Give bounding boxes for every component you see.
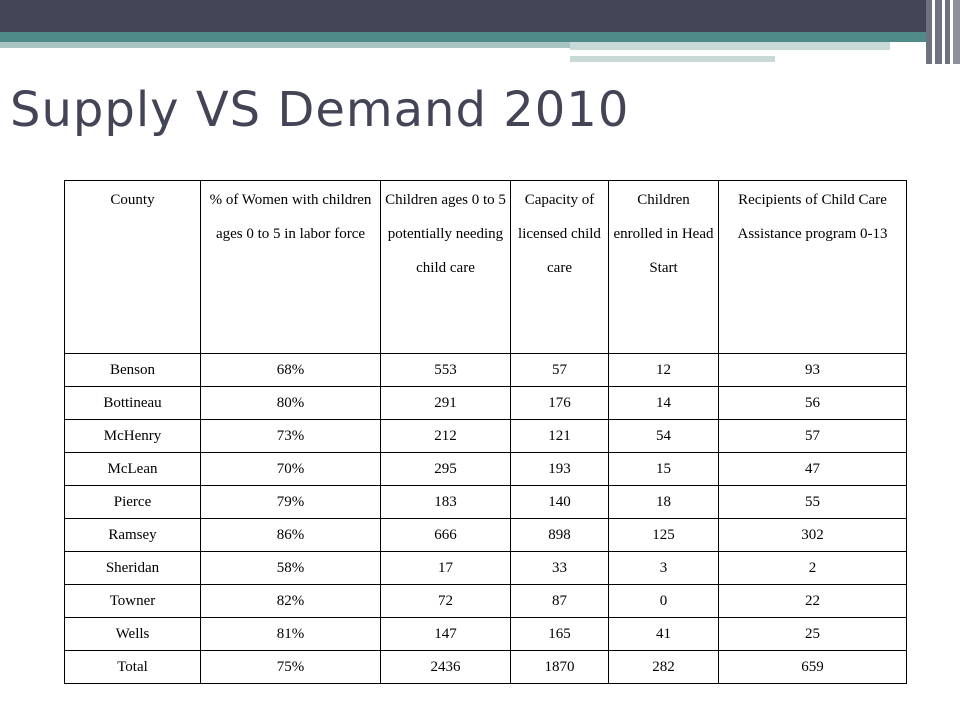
cell-capacity: 57 xyxy=(510,353,609,387)
cell-capacity: 87 xyxy=(510,584,609,618)
cell-women-pct: 79% xyxy=(200,485,381,519)
cell-children-needing: 183 xyxy=(380,485,511,519)
cell-county: McLean xyxy=(64,452,201,486)
cell-head-start: 3 xyxy=(608,551,719,585)
table-row: Pierce 79% 183 140 18 55 xyxy=(64,485,907,519)
header-licensed-capacity: Capacity of licensed child care xyxy=(510,180,609,354)
header-stripes xyxy=(926,0,960,64)
cell-capacity: 193 xyxy=(510,452,609,486)
cell-children-needing: 17 xyxy=(380,551,511,585)
cell-ccap: 25 xyxy=(718,617,907,651)
cell-ccap: 2 xyxy=(718,551,907,585)
header-county: County xyxy=(64,180,201,354)
header-accent-bar xyxy=(0,32,960,42)
cell-county: Total xyxy=(64,650,201,684)
cell-head-start: 12 xyxy=(608,353,719,387)
table-row: Towner 82% 72 87 0 22 xyxy=(64,584,907,618)
cell-women-pct: 75% xyxy=(200,650,381,684)
cell-women-pct: 80% xyxy=(200,386,381,420)
cell-women-pct: 58% xyxy=(200,551,381,585)
cell-county: Sheridan xyxy=(64,551,201,585)
cell-children-needing: 666 xyxy=(380,518,511,552)
table-row: Sheridan 58% 17 33 3 2 xyxy=(64,551,907,585)
table-row: Wells 81% 147 165 41 25 xyxy=(64,617,907,651)
cell-children-needing: 295 xyxy=(380,452,511,486)
header-accent-bar-light xyxy=(0,42,570,48)
cell-women-pct: 70% xyxy=(200,452,381,486)
cell-women-pct: 68% xyxy=(200,353,381,387)
cell-head-start: 282 xyxy=(608,650,719,684)
cell-head-start: 41 xyxy=(608,617,719,651)
header-women-labor-force: % of Women with children ages 0 to 5 in … xyxy=(200,180,381,354)
cell-children-needing: 553 xyxy=(380,353,511,387)
cell-county: Pierce xyxy=(64,485,201,519)
cell-capacity: 165 xyxy=(510,617,609,651)
cell-county: Bottineau xyxy=(64,386,201,420)
cell-county: Benson xyxy=(64,353,201,387)
header-accent-bar-light-3 xyxy=(570,56,775,62)
cell-ccap: 57 xyxy=(718,419,907,453)
header-ccap-recipients: Recipients of Child Care Assistance prog… xyxy=(718,180,907,354)
cell-capacity: 33 xyxy=(510,551,609,585)
header-bar xyxy=(0,0,960,32)
cell-county: Towner xyxy=(64,584,201,618)
cell-head-start: 15 xyxy=(608,452,719,486)
cell-children-needing: 2436 xyxy=(380,650,511,684)
cell-ccap: 55 xyxy=(718,485,907,519)
header-head-start: Children enrolled in Head Start xyxy=(608,180,719,354)
cell-ccap: 56 xyxy=(718,386,907,420)
table-row: Bottineau 80% 291 176 14 56 xyxy=(64,386,907,420)
cell-ccap: 659 xyxy=(718,650,907,684)
cell-county: McHenry xyxy=(64,419,201,453)
cell-children-needing: 147 xyxy=(380,617,511,651)
table-header-row: County % of Women with children ages 0 t… xyxy=(64,180,907,354)
cell-ccap: 93 xyxy=(718,353,907,387)
cell-head-start: 0 xyxy=(608,584,719,618)
header-children-needing-care: Children ages 0 to 5 potentially needing… xyxy=(380,180,511,354)
cell-capacity: 140 xyxy=(510,485,609,519)
cell-head-start: 125 xyxy=(608,518,719,552)
cell-capacity: 898 xyxy=(510,518,609,552)
cell-women-pct: 81% xyxy=(200,617,381,651)
cell-women-pct: 82% xyxy=(200,584,381,618)
cell-head-start: 14 xyxy=(608,386,719,420)
table-row: McHenry 73% 212 121 54 57 xyxy=(64,419,907,453)
cell-capacity: 1870 xyxy=(510,650,609,684)
cell-head-start: 18 xyxy=(608,485,719,519)
cell-head-start: 54 xyxy=(608,419,719,453)
cell-county: Wells xyxy=(64,617,201,651)
cell-women-pct: 73% xyxy=(200,419,381,453)
table-row-total: Total 75% 2436 1870 282 659 xyxy=(64,650,907,684)
table-row: Ramsey 86% 666 898 125 302 xyxy=(64,518,907,552)
cell-ccap: 22 xyxy=(718,584,907,618)
header-accent-bar-light-2 xyxy=(570,42,890,50)
cell-women-pct: 86% xyxy=(200,518,381,552)
cell-capacity: 176 xyxy=(510,386,609,420)
slide-title: Supply VS Demand 2010 xyxy=(10,82,630,138)
cell-children-needing: 72 xyxy=(380,584,511,618)
cell-ccap: 47 xyxy=(718,452,907,486)
cell-capacity: 121 xyxy=(510,419,609,453)
cell-county: Ramsey xyxy=(64,518,201,552)
cell-children-needing: 212 xyxy=(380,419,511,453)
supply-demand-table: County % of Women with children ages 0 t… xyxy=(64,180,907,684)
cell-ccap: 302 xyxy=(718,518,907,552)
cell-children-needing: 291 xyxy=(380,386,511,420)
table-row: McLean 70% 295 193 15 47 xyxy=(64,452,907,486)
table-row: Benson 68% 553 57 12 93 xyxy=(64,353,907,387)
